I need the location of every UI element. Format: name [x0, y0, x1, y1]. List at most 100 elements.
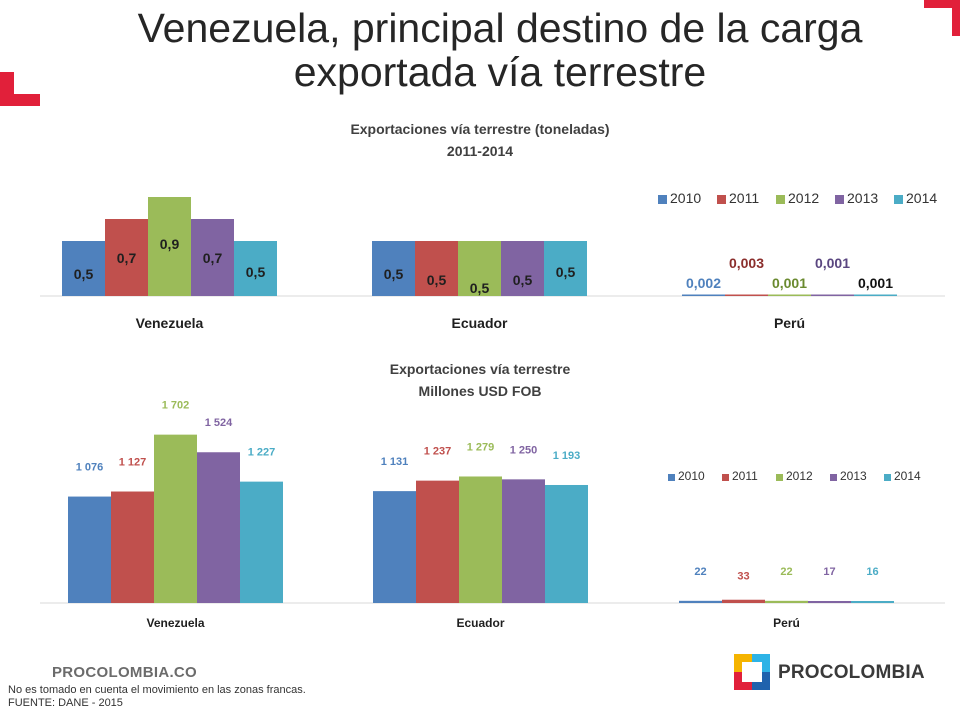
data-label-perú-2011: 0,003 — [729, 255, 764, 271]
category-label-venezuela: Venezuela — [146, 616, 204, 630]
bar-venezuela-2014 — [240, 481, 283, 603]
data-label-perú-2012: 22 — [780, 566, 792, 578]
bar-venezuela-2014 — [234, 241, 277, 296]
data-label-perú-2010: 0,002 — [686, 275, 721, 291]
bar-venezuela-2010 — [68, 496, 111, 603]
data-label-venezuela-2014: 1 227 — [248, 447, 276, 459]
legend-label-2012: 2012 — [786, 469, 813, 483]
data-label-venezuela-2011: 0,7 — [117, 250, 137, 266]
legend-swatch-2013 — [835, 195, 844, 204]
chart1-title-line1: Exportaciones vía terrestre (toneladas) — [350, 121, 610, 137]
legend-swatch-2014 — [894, 195, 903, 204]
data-label-venezuela-2010: 0,5 — [74, 266, 94, 282]
slide-title-line2: exportada vía terrestre — [293, 49, 707, 95]
data-label-perú-2014: 16 — [866, 566, 878, 578]
brand-logo-icon — [734, 654, 770, 690]
bar-ecuador-2013 — [501, 241, 544, 296]
chart1-title-line2: 2011-2014 — [446, 143, 514, 159]
legend-label-2014: 2014 — [894, 469, 921, 483]
data-label-ecuador-2011: 1 237 — [424, 446, 452, 458]
data-label-ecuador-2010: 1 131 — [381, 456, 409, 468]
legend-swatch-2012 — [776, 195, 785, 204]
legend-swatch-2014 — [884, 474, 891, 481]
bar-perú-2010 — [682, 294, 725, 296]
legend-swatch-2010 — [668, 474, 675, 481]
bar-venezuela-2013 — [197, 452, 240, 603]
category-label-ecuador: Ecuador — [451, 315, 508, 331]
data-label-ecuador-2012: 0,5 — [470, 280, 490, 296]
data-label-ecuador-2010: 0,5 — [384, 266, 404, 282]
bar-perú-2012 — [765, 600, 808, 603]
data-label-venezuela-2012: 1 702 — [162, 400, 190, 412]
legend-swatch-2013 — [830, 474, 837, 481]
data-label-venezuela-2010: 1 076 — [76, 462, 104, 474]
data-label-ecuador-2014: 1 193 — [553, 450, 581, 462]
data-label-venezuela-2011: 1 127 — [119, 457, 147, 469]
data-label-perú-2013: 0,001 — [815, 255, 850, 271]
data-label-venezuela-2014: 0,5 — [246, 264, 266, 280]
bar-perú-2010 — [679, 600, 722, 603]
data-label-ecuador-2012: 1 279 — [467, 441, 495, 453]
data-label-ecuador-2013: 0,5 — [513, 272, 533, 288]
legend-swatch-2011 — [722, 474, 729, 481]
data-label-perú-2011: 33 — [737, 571, 749, 583]
bar-ecuador-2014 — [545, 484, 588, 603]
data-label-ecuador-2011: 0,5 — [427, 272, 447, 288]
site-url[interactable]: PROCOLOMBIA.CO — [52, 664, 198, 681]
legend-label-2010: 2010 — [678, 469, 705, 483]
bar-ecuador-2010 — [373, 491, 416, 603]
chart1-title: Exportaciones vía terrestre (toneladas) … — [280, 118, 680, 162]
legend-label-2012: 2012 — [788, 190, 819, 206]
bar-ecuador-2014 — [544, 241, 587, 296]
bar-venezuela-2011 — [105, 219, 148, 296]
brand-name: PROCOLOMBIA — [778, 662, 925, 683]
bar-ecuador-2012 — [458, 241, 501, 296]
footer-source: FUENTE: DANE - 2015 — [8, 697, 123, 709]
data-label-venezuela-2013: 0,7 — [203, 250, 223, 266]
top-right-bracket — [924, 0, 960, 36]
legend-swatch-2010 — [658, 195, 667, 204]
bar-perú-2011 — [722, 599, 765, 603]
bar-venezuela-2012 — [154, 434, 197, 603]
category-label-ecuador: Ecuador — [456, 616, 504, 630]
left-bracket — [0, 72, 40, 106]
data-label-venezuela-2012: 0,9 — [160, 236, 180, 252]
footer-note: No es tomado en cuenta el movimiento en … — [8, 684, 306, 696]
bar-perú-2014 — [851, 601, 894, 603]
bar-venezuela-2011 — [111, 491, 154, 603]
data-label-perú-2014: 0,001 — [858, 275, 893, 291]
legend-label-2014: 2014 — [906, 190, 937, 206]
data-label-ecuador-2013: 1 250 — [510, 444, 538, 456]
legend-label-2013: 2013 — [847, 190, 878, 206]
legend-label-2010: 2010 — [670, 190, 701, 206]
bar-ecuador-2011 — [416, 480, 459, 603]
chart2-title: Exportaciones vía terrestre Millones USD… — [280, 358, 680, 402]
bar-perú-2011 — [725, 294, 768, 296]
bar-ecuador-2012 — [459, 476, 502, 603]
bar-venezuela-2010 — [62, 241, 105, 296]
bar-perú-2013 — [808, 601, 851, 603]
bar-perú-2014 — [854, 294, 897, 296]
slide-title: Venezuela, principal destino de la carga… — [70, 6, 930, 94]
chart2-title-line1: Exportaciones vía terrestre — [389, 361, 571, 377]
category-label-venezuela: Venezuela — [136, 315, 204, 331]
legend-label-2011: 2011 — [732, 469, 758, 483]
legend-label-2011: 2011 — [729, 190, 759, 206]
slide-title-line1: Venezuela, principal destino de la carga — [137, 5, 863, 51]
bar-ecuador-2013 — [502, 479, 545, 603]
bar-ecuador-2010 — [372, 241, 415, 296]
data-label-ecuador-2014: 0,5 — [556, 264, 576, 280]
data-label-perú-2013: 17 — [823, 566, 835, 578]
legend-label-2013: 2013 — [840, 469, 867, 483]
category-label-perú: Perú — [774, 315, 805, 331]
bar-venezuela-2012 — [148, 197, 191, 296]
bar-perú-2012 — [768, 294, 811, 296]
brand-logo: PROCOLOMBIA — [734, 654, 934, 690]
data-label-perú-2012: 0,001 — [772, 275, 807, 291]
data-label-perú-2010: 22 — [694, 566, 706, 578]
bar-venezuela-2013 — [191, 219, 234, 296]
bar-perú-2013 — [811, 294, 854, 296]
bar-ecuador-2011 — [415, 241, 458, 296]
